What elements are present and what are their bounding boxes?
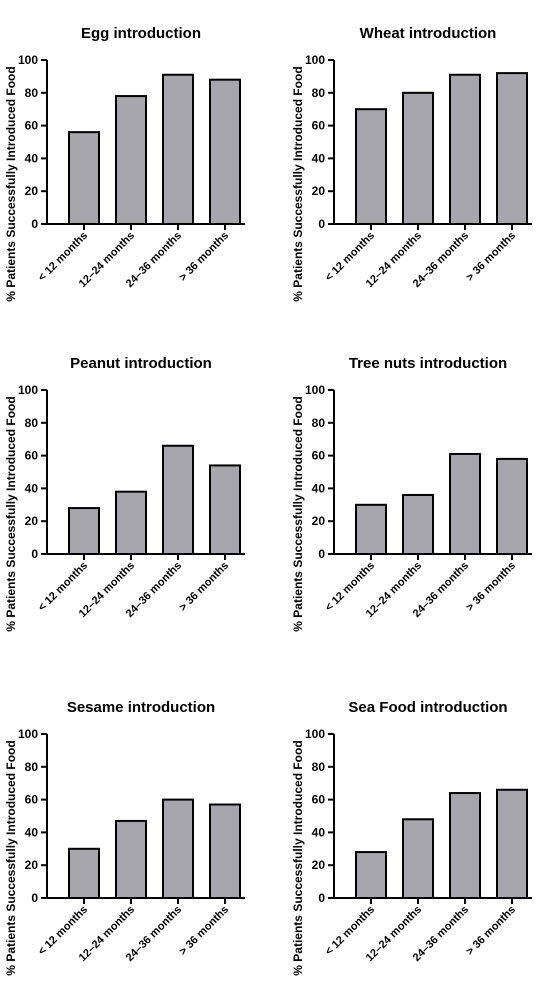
x-tick-label: > 36 months (177, 560, 231, 614)
bar-3 (162, 73, 194, 226)
y-tick-label: 20 (312, 514, 326, 528)
bar-2 (402, 818, 434, 900)
bar-2 (115, 490, 147, 555)
y-axis-label: % Patients Successfully Introduced Food (291, 66, 305, 301)
y-axis-label: % Patients Successfully Introduced Food (4, 396, 18, 631)
bar-3 (449, 792, 481, 899)
panel-title: Tree nuts introduction (349, 355, 507, 372)
y-tick-label: 20 (25, 514, 39, 528)
bar-4 (209, 803, 241, 900)
bar-3 (449, 452, 481, 555)
chart-panel-2: Wheat introduction % Patients Successfull… (291, 25, 532, 302)
y-tick-label: 60 (312, 119, 326, 133)
bar-1 (68, 847, 100, 899)
bar-1 (355, 108, 387, 225)
panel-title: Peanut introduction (70, 355, 212, 372)
panel-title: Egg introduction (81, 25, 201, 42)
y-tick-label: 20 (25, 184, 39, 198)
y-axis-label: % Patients Successfully Introduced Food (291, 740, 305, 975)
y-tick-label: 80 (312, 760, 326, 774)
y-tick-label: 60 (312, 449, 326, 463)
y-tick-label: 80 (312, 416, 326, 430)
y-tick-label: 80 (25, 416, 39, 430)
y-tick-label: 20 (25, 858, 39, 872)
y-tick-label: 80 (25, 86, 39, 100)
bar-4 (496, 457, 528, 556)
bar-3 (162, 444, 194, 556)
y-tick-label: 0 (318, 547, 325, 561)
y-tick-label: 40 (25, 825, 39, 839)
x-tick-label: > 36 months (177, 904, 231, 958)
y-tick-label: 100 (305, 383, 325, 397)
panel-title: Wheat introduction (360, 25, 497, 42)
y-tick-label: 80 (312, 86, 326, 100)
x-tick-label: > 36 months (177, 230, 231, 284)
y-tick-label: 40 (312, 151, 326, 165)
bar-2 (115, 819, 147, 899)
y-tick-label: 100 (305, 53, 325, 67)
y-tick-label: 60 (25, 449, 39, 463)
chart-panel-6: Sea Food introduction % Patients Successf… (291, 699, 532, 976)
bar-3 (162, 798, 194, 899)
x-tick-label: > 36 months (464, 230, 518, 284)
y-tick-label: 100 (18, 53, 38, 67)
bar-4 (496, 788, 528, 900)
bar-1 (355, 851, 387, 900)
bar-1 (355, 503, 387, 555)
y-tick-label: 20 (312, 858, 326, 872)
bar-2 (402, 91, 434, 225)
bar-2 (402, 493, 434, 555)
panel-title: Sea Food introduction (348, 699, 507, 716)
bar-1 (68, 507, 100, 555)
y-tick-label: 0 (31, 547, 38, 561)
y-axis-label: % Patients Successfully Introduced Food (4, 740, 18, 975)
y-tick-label: 0 (31, 217, 38, 231)
bar-2 (115, 95, 147, 225)
bar-3 (449, 73, 481, 226)
y-axis-label: % Patients Successfully Introduced Food (291, 396, 305, 631)
y-tick-label: 80 (25, 760, 39, 774)
y-tick-label: 100 (18, 727, 38, 741)
y-tick-label: 60 (312, 793, 326, 807)
y-tick-label: 100 (305, 727, 325, 741)
y-tick-label: 0 (31, 891, 38, 905)
y-tick-label: 60 (25, 119, 39, 133)
y-axis-label: % Patients Successfully Introduced Food (4, 66, 18, 301)
chart-panel-1: Egg introduction % Patients Successfully … (4, 25, 245, 302)
y-tick-label: 100 (18, 383, 38, 397)
bar-1 (68, 131, 100, 225)
chart-panel-4: Tree nuts introduction % Patients Success… (291, 355, 532, 632)
y-tick-label: 0 (318, 217, 325, 231)
y-tick-label: 40 (312, 825, 326, 839)
chart-panel-5: Sesame introduction % Patients Successful… (4, 699, 245, 976)
panel-title: Sesame introduction (67, 699, 215, 716)
bar-4 (209, 78, 241, 226)
bar-4 (496, 72, 528, 226)
y-tick-label: 40 (312, 481, 326, 495)
y-tick-label: 20 (312, 184, 326, 198)
chart-panel-3: Peanut introduction % Patients Successful… (4, 355, 245, 632)
bar-4 (209, 464, 241, 555)
y-tick-label: 60 (25, 793, 39, 807)
y-tick-label: 40 (25, 481, 39, 495)
x-tick-label: > 36 months (464, 560, 518, 614)
x-tick-label: > 36 months (464, 904, 518, 958)
y-tick-label: 40 (25, 151, 39, 165)
y-tick-label: 0 (318, 891, 325, 905)
